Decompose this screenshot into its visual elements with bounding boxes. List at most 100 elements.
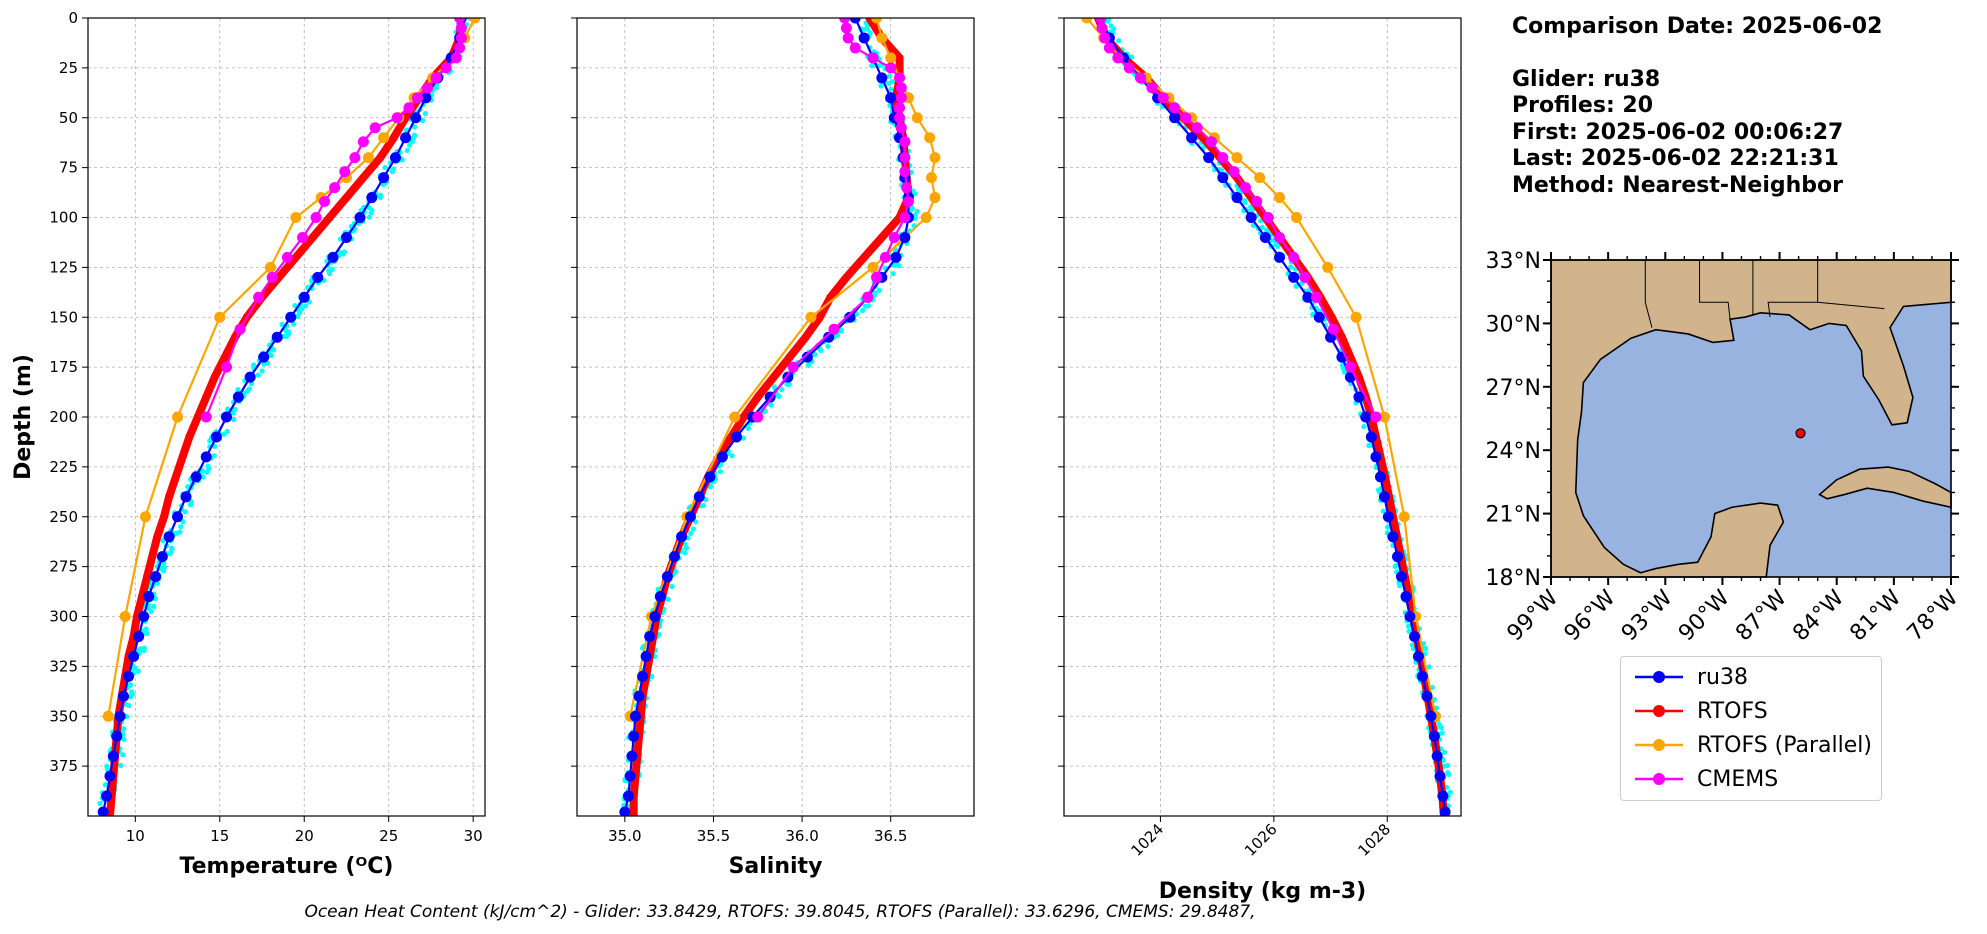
panel-1-glider-profile-point — [888, 86, 894, 92]
last-time: Last: 2025-06-02 22:21:31 — [1512, 146, 1839, 171]
panel-1-point-cmems — [899, 166, 911, 178]
map-state-border — [1817, 301, 1885, 310]
panel-2-glider-profile-point — [1392, 563, 1398, 569]
panel-0-glider-profile-point — [169, 546, 175, 552]
legend-swatch-marker — [1653, 705, 1665, 717]
panel-0-point-rtofs-parallel — [139, 511, 151, 523]
panel-0-glider-profile-point — [123, 701, 129, 707]
panel-0-point-ru38 — [150, 571, 162, 583]
panel-0-point-rtofs — [308, 233, 317, 242]
panel-2-point-cmems — [1135, 72, 1147, 84]
panel-2-glider-profile-point — [1409, 642, 1415, 648]
panel-2-glider-profile-point — [1438, 725, 1445, 731]
panel-1-glider-profile-point — [886, 73, 892, 79]
panel-1-point-ru38 — [629, 710, 641, 722]
panel-2-point-cmems — [1180, 112, 1192, 124]
map-lon-label: 81°W — [1845, 585, 1906, 646]
glider-name: Glider: ru38 — [1512, 66, 1661, 92]
panel-2-point-rtofs-parallel — [1398, 511, 1410, 523]
panel-0-point-ru38 — [244, 371, 256, 383]
panel-1-point-ru38 — [622, 790, 634, 802]
x-tick-label: 30 — [464, 827, 483, 845]
panel-0-glider-profile-point — [404, 147, 410, 154]
panel-0-point-rtofs-parallel — [102, 710, 114, 722]
map-lat-label: 21°N — [1486, 503, 1541, 528]
panel-2-point-cmems — [1299, 271, 1311, 283]
legend-label-cmems: CMEMS — [1697, 766, 1779, 792]
panel-0-point-ru38 — [378, 172, 390, 184]
panel-2-point-rtofs-parallel — [1231, 152, 1243, 164]
panel-1-glider-profile-point — [890, 271, 896, 277]
panel-1-point-cmems — [752, 411, 764, 423]
panel-1-point-ru38 — [801, 351, 813, 363]
panel-0-glider-profile-point — [255, 372, 261, 378]
panel-1-point-ru38 — [890, 251, 902, 263]
panel-0-point-rtofs — [165, 492, 174, 501]
panel-0-glider-profile-point — [151, 603, 157, 609]
y-tick-label: 0 — [68, 9, 78, 27]
panel-2-point-ru38 — [1169, 112, 1181, 124]
panel-2-mask-top — [1004, 0, 1521, 18]
panel-0-point-rtofs — [389, 133, 398, 142]
panel-0-point-ru38 — [156, 551, 168, 563]
panel-0-point-rtofs-parallel — [172, 411, 184, 423]
panel-0-point-cmems — [221, 361, 233, 373]
panel-0-glider-profile-point — [185, 484, 191, 490]
y-tick-label: 50 — [59, 109, 78, 127]
panel-0-glider-profile-point — [204, 469, 210, 475]
map-lon-label: 87°W — [1731, 585, 1792, 646]
panel-0-point-ru38 — [107, 750, 119, 762]
panel-1-point-ru38 — [823, 331, 835, 343]
panel-0-point-rtofs — [325, 213, 334, 222]
panel-2-glider-profile-point — [1273, 242, 1279, 248]
panel-1-point-cmems — [895, 82, 907, 94]
panel-2-point-ru38 — [1404, 611, 1416, 622]
map-lat-label: 27°N — [1486, 376, 1541, 401]
y-tick-label: 25 — [59, 59, 78, 77]
panel-1-point-ru38 — [844, 311, 856, 323]
panel-2-point-cmems — [1169, 102, 1181, 114]
panel-0-point-cmems — [454, 42, 466, 54]
panel-1-glider-profile-point — [891, 262, 897, 268]
panel-0-point-rtofs — [291, 253, 300, 262]
panel-1-glider-profile-point — [878, 83, 884, 89]
panel-0-glider-profile-point — [380, 182, 386, 188]
panel-1-point-ru38 — [654, 591, 666, 603]
panel-2-glider-profile-point — [1439, 730, 1445, 736]
panel-0-point-rtofs — [376, 153, 385, 162]
panel-0-point-cmems — [266, 271, 278, 283]
panel-1-glider-profile-point — [869, 63, 875, 69]
panel-2-point-ru38 — [1245, 212, 1257, 223]
panel-2-point-ru38 — [1203, 152, 1215, 164]
panel-2-glider-profile-point — [1406, 628, 1412, 634]
panel-0-glider-profile-point — [406, 142, 413, 148]
panel-0-point-rtofs-parallel — [119, 611, 131, 622]
panel-2-glider-profile-point — [1293, 283, 1299, 289]
panel-2-glider-profile-point — [1423, 646, 1429, 652]
panel-0-glider-profile-point — [295, 313, 301, 320]
panel-0-point-rtofs — [171, 472, 180, 481]
y-tick-label: 200 — [49, 408, 78, 426]
x-tick-label: 35.0 — [608, 827, 641, 845]
panel-2-point-cmems — [1157, 92, 1169, 104]
panel-0-glider-profile-point — [291, 321, 297, 327]
panel-1-glider-profile-point — [896, 263, 902, 269]
panel-0-glider-profile-point — [327, 270, 333, 277]
panel-0-point-cmems — [319, 196, 331, 208]
panel-0-glider-profile-point — [97, 800, 103, 807]
panel-2-point-rtofs-parallel — [1322, 261, 1334, 273]
panel-0-point-cmems — [349, 152, 361, 164]
panel-2-glider-profile-point — [1447, 789, 1453, 795]
map-lat-label: 18°N — [1486, 566, 1541, 591]
panel-0-glider-profile-point — [167, 551, 173, 557]
panel-1-point-ru38 — [633, 690, 645, 702]
panel-0-point-ru38 — [400, 132, 412, 144]
panel-0-point-ru38 — [271, 331, 283, 343]
panel-2-point-rtofs-parallel — [1378, 411, 1390, 423]
panel-2-point-ru38 — [1231, 192, 1243, 204]
panel-1-point-rtofs — [860, 253, 869, 262]
panel-0-glider-profile-point — [419, 117, 426, 124]
panel-2-glider-profile-point — [1397, 583, 1403, 589]
panel-0-glider-profile-point — [337, 250, 343, 256]
panel-1-point-ru38 — [644, 630, 656, 642]
